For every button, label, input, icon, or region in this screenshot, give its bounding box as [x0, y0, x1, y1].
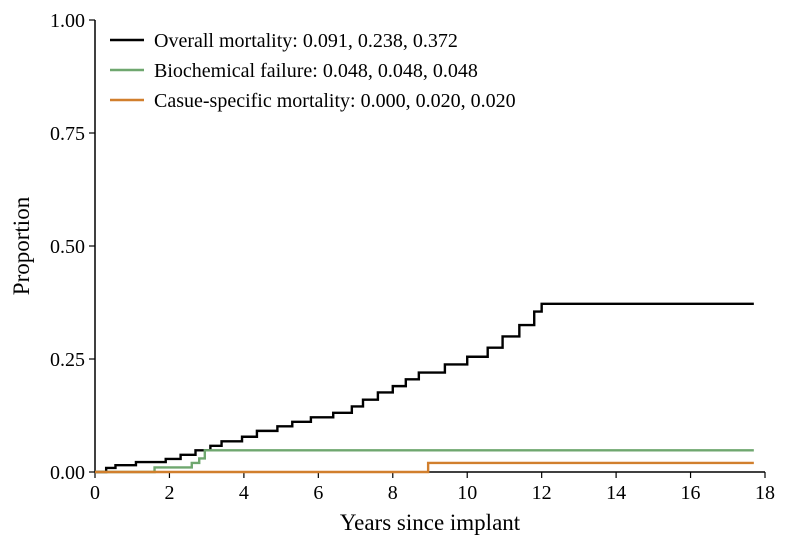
- x-tick-label: 4: [239, 482, 249, 504]
- series-overall: [95, 304, 754, 472]
- series-biochem: [95, 450, 754, 472]
- x-tick-label: 6: [313, 482, 323, 504]
- x-tick-label: 8: [388, 482, 398, 504]
- y-axis-title: Proportion: [9, 196, 34, 295]
- legend-label-overall: Overall mortality: 0.091, 0.238, 0.372: [154, 30, 458, 52]
- x-tick-label: 0: [90, 482, 100, 504]
- y-tick-label: 1.00: [50, 10, 85, 32]
- series-cause: [95, 463, 754, 472]
- x-tick-label: 12: [532, 482, 552, 504]
- y-tick-label: 0.00: [50, 462, 85, 484]
- legend-label-biochem: Biochemical failure: 0.048, 0.048, 0.048: [154, 60, 478, 82]
- x-tick-label: 2: [164, 482, 174, 504]
- x-tick-label: 10: [457, 482, 477, 504]
- chart-svg: 0 2 4 6 8 10 12 14 16 18 0.00 0.25 0.50 0.75 1.00 Years…: [0, 0, 787, 547]
- x-tick-label: 16: [681, 482, 701, 504]
- x-tick-label: 18: [755, 482, 775, 504]
- y-tick-label: 0.25: [50, 349, 85, 371]
- x-tick-label: 14: [606, 482, 626, 504]
- survival-chart: 0 2 4 6 8 10 12 14 16 18 0.00 0.25 0.50 0.75 1.00 Years…: [0, 0, 787, 547]
- x-axis-title: Years since implant: [340, 510, 521, 535]
- y-tick-label: 0.75: [50, 123, 85, 145]
- legend-label-cause: Casue-specific mortality: 0.000, 0.020, …: [154, 90, 516, 112]
- y-tick-label: 0.50: [50, 236, 85, 258]
